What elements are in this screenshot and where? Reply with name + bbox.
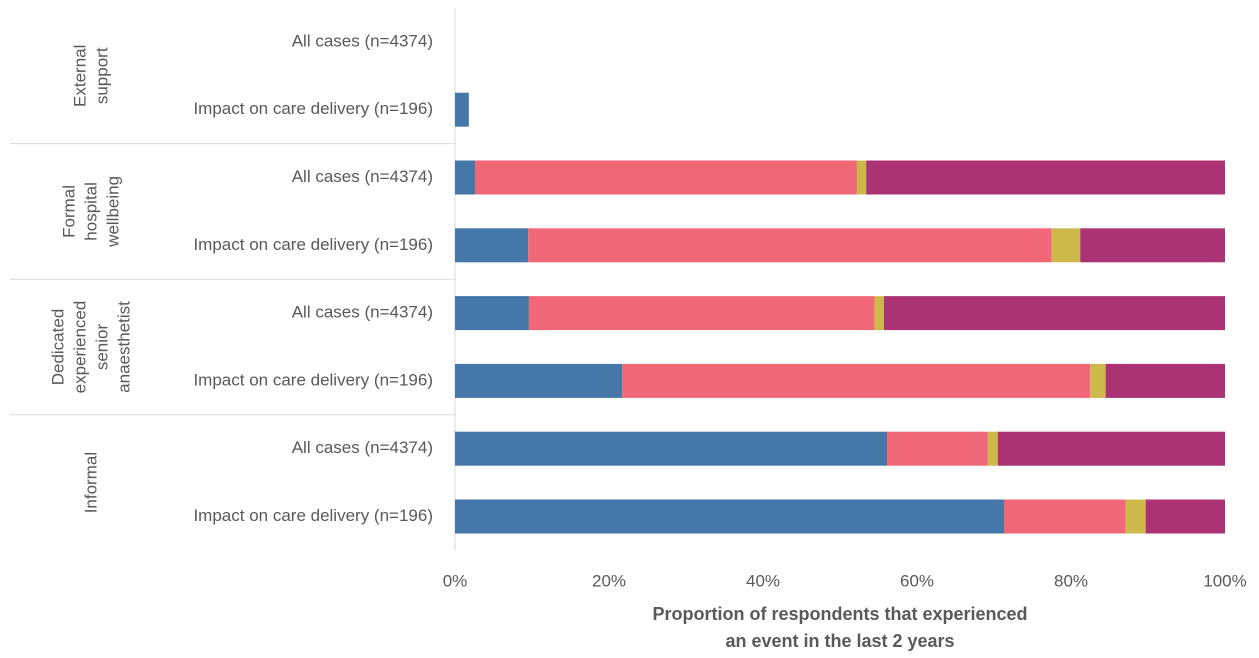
bar-segment <box>1105 363 1225 398</box>
bar-segment <box>1145 499 1225 534</box>
x-axis-title: Proportion of respondents that experienc… <box>652 604 1027 624</box>
group-label: External <box>70 45 89 107</box>
bar-segment <box>528 296 875 331</box>
group-label: support <box>92 47 111 104</box>
bar-segment <box>1004 499 1126 534</box>
group-label: Formal <box>59 185 78 238</box>
x-tick-label: 40% <box>746 571 780 590</box>
bar-segment <box>455 160 476 195</box>
category-label: Impact on care delivery (n=196) <box>193 235 433 254</box>
bar-segment <box>455 363 623 398</box>
group-label: senior <box>92 324 111 371</box>
x-tick-label: 100% <box>1203 571 1246 590</box>
group-label: anaesthetist <box>114 301 133 393</box>
bar-segment <box>856 160 867 195</box>
bar-segment <box>886 431 988 466</box>
bar-segment <box>1125 499 1146 534</box>
group-label: hospital <box>81 182 100 241</box>
bar-segment <box>455 92 469 127</box>
group-label: experienced <box>70 301 89 394</box>
bar-segment <box>455 499 1005 534</box>
bar-segment <box>455 228 529 263</box>
bar-segment <box>528 228 1052 263</box>
category-label: Impact on care delivery (n=196) <box>193 370 433 389</box>
x-tick-label: 20% <box>592 571 626 590</box>
bar-segment <box>622 363 1091 398</box>
category-label: Impact on care delivery (n=196) <box>193 506 433 525</box>
category-label: All cases (n=4374) <box>292 167 433 186</box>
bar-segment <box>883 296 1225 331</box>
bar-segment <box>455 296 529 331</box>
group-label: wellbeing <box>103 176 122 248</box>
bar-segment <box>455 431 887 466</box>
bar-segment <box>1080 228 1225 263</box>
x-tick-label: 80% <box>1054 571 1088 590</box>
category-label: All cases (n=4374) <box>292 31 433 50</box>
x-axis-title: an event in the last 2 years <box>725 631 954 651</box>
category-label: All cases (n=4374) <box>292 303 433 322</box>
group-label: Dedicated <box>48 309 67 386</box>
group-label: Informal <box>81 452 100 513</box>
bar-segment <box>874 296 884 331</box>
bar-segment <box>1051 228 1081 263</box>
x-tick-label: 60% <box>900 571 934 590</box>
bar-segment <box>1090 363 1106 398</box>
x-tick-label: 0% <box>443 571 468 590</box>
bar-segment <box>866 160 1225 195</box>
category-label: All cases (n=4374) <box>292 438 433 457</box>
bar-segment <box>475 160 857 195</box>
category-label: Impact on care delivery (n=196) <box>193 99 433 118</box>
bar-segment <box>987 431 998 466</box>
bar-segment <box>997 431 1225 466</box>
